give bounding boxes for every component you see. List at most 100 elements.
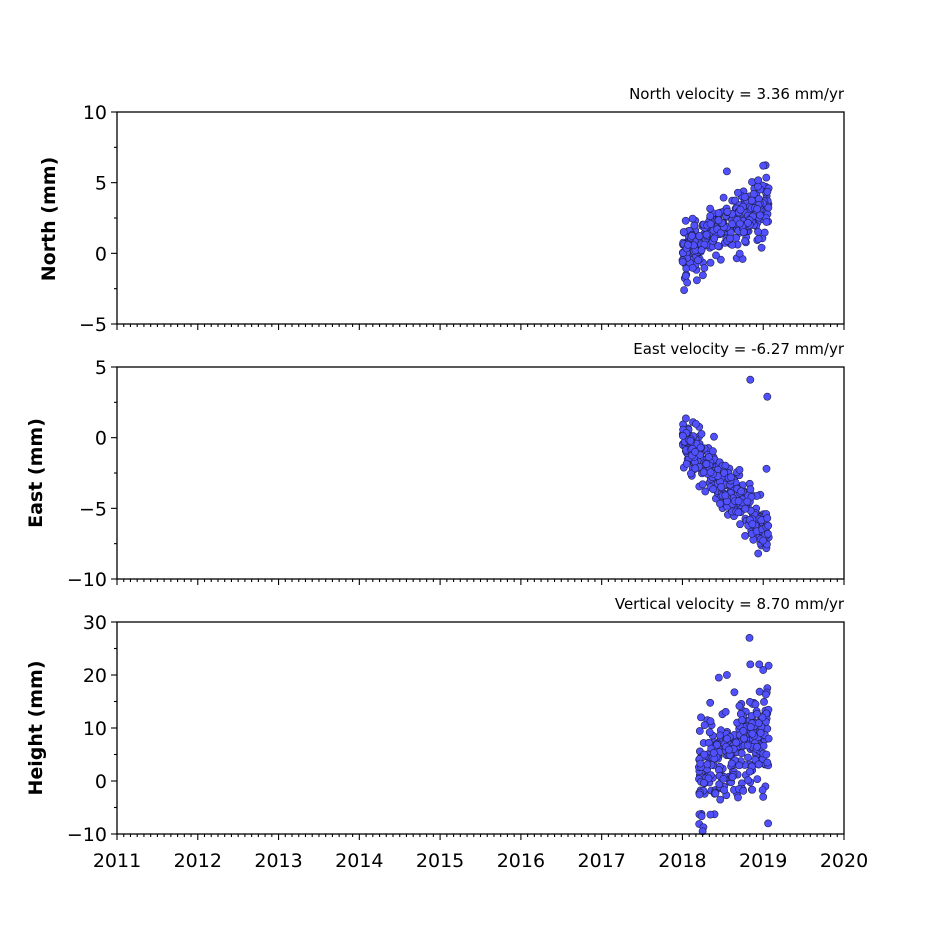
north-data-point: [681, 271, 690, 280]
height-data-point: [753, 742, 761, 751]
height-data-point: [746, 660, 755, 669]
east-data-point: [721, 491, 730, 500]
east-panel: East velocity = -6.27 mm/yr East (mm) −1…: [25, 340, 845, 591]
east-data-point: [762, 464, 771, 473]
east-data-point: [764, 529, 772, 538]
east-data-point: [759, 536, 768, 545]
height-data-point: [735, 761, 744, 770]
north-data-point: [688, 214, 697, 223]
north-data-point: [690, 221, 699, 230]
height-data-point: [762, 690, 770, 699]
height-data-point: [760, 698, 768, 706]
x-tick-label: 2014: [335, 850, 383, 872]
x-tick-label: 2015: [416, 850, 464, 872]
north-data-point: [763, 187, 772, 196]
east-ytick-label: −5: [79, 498, 107, 520]
east-data-point: [727, 473, 735, 482]
north-data-point: [719, 193, 728, 202]
height-data-point: [727, 759, 736, 768]
north-axes-frame: [116, 111, 845, 325]
height-data-point: [706, 717, 715, 726]
height-data-point: [738, 716, 746, 724]
height-panel: Vertical velocity = 8.70 mm/yr Height (m…: [25, 595, 845, 846]
height-ytick-label: 20: [83, 665, 107, 687]
height-data-point: [751, 700, 760, 709]
east-ytick-label: −10: [67, 569, 107, 591]
height-data-point: [706, 698, 715, 707]
north-data-point: [740, 193, 749, 201]
height-data-point: [723, 734, 731, 743]
height-data-point: [764, 819, 772, 828]
north-y-axis-label: North (mm): [38, 157, 60, 282]
north-data-point: [760, 228, 769, 237]
east-data-point: [709, 447, 717, 456]
east-data-point: [702, 460, 711, 468]
north-ytick-label: 5: [95, 173, 107, 195]
north-data-point: [759, 161, 768, 170]
east-data-point: [687, 469, 695, 478]
height-data-point: [740, 734, 748, 743]
height-data-point: [739, 787, 748, 795]
height-data-point: [744, 753, 752, 762]
east-data-point: [734, 497, 743, 506]
north-data-point: [706, 258, 715, 267]
east-data-point: [679, 431, 687, 440]
east-data-point: [705, 453, 713, 461]
height-data-point: [763, 758, 772, 767]
height-data-point: [700, 779, 708, 787]
height-data-point: [723, 671, 731, 679]
height-data-point: [754, 760, 763, 769]
height-data-point: [748, 785, 757, 794]
height-ticks: [111, 621, 845, 840]
east-data-point: [746, 375, 755, 384]
north-panel: North velocity = 3.36 mm/yr North (mm) −…: [38, 85, 845, 336]
height-data-point: [711, 789, 720, 798]
height-axes-frame: [116, 621, 845, 835]
north-data-point: [699, 271, 707, 280]
east-data-point: [720, 469, 729, 477]
north-data-point: [702, 230, 711, 239]
north-data-point: [764, 203, 773, 212]
north-data-point: [678, 257, 687, 266]
north-velocity-title: North velocity = 3.36 mm/yr: [629, 85, 845, 103]
east-data-point: [706, 468, 715, 477]
north-data-point: [736, 205, 745, 214]
vertical-velocity-title: Vertical velocity = 8.70 mm/yr: [615, 595, 845, 613]
east-data-point: [717, 483, 726, 491]
height-data-point: [715, 780, 724, 789]
height-data-point: [735, 702, 744, 710]
height-data-point: [754, 719, 763, 728]
north-data-point: [706, 212, 715, 220]
height-data-point: [705, 728, 714, 737]
north-data-point: [710, 234, 719, 243]
height-data-point: [759, 793, 768, 801]
east-data-point: [764, 521, 773, 530]
east-data-point: [763, 514, 772, 523]
north-data-point: [693, 276, 701, 285]
height-data-point: [732, 738, 741, 747]
north-data-point: [688, 263, 697, 272]
height-data-point: [739, 727, 748, 735]
north-data-point: [712, 251, 720, 260]
east-data-point: [682, 414, 690, 423]
x-tick-label: 2019: [739, 850, 787, 872]
east-data-point: [697, 429, 706, 438]
east-data-point: [698, 480, 707, 489]
north-data-point: [725, 234, 734, 243]
north-data-point: [679, 228, 688, 236]
east-data-point: [710, 432, 718, 441]
east-data-point: [741, 532, 749, 540]
height-data-point: [734, 793, 742, 802]
north-data-point: [706, 204, 714, 213]
north-data-point: [747, 196, 756, 205]
east-data-point: [734, 508, 743, 517]
east-data-point: [691, 464, 700, 473]
east-ytick-labels: −10 −5 0 5: [67, 357, 107, 591]
east-data-point: [746, 485, 755, 494]
east-data-point: [736, 520, 744, 529]
height-data-point: [720, 786, 728, 794]
north-data-point: [683, 278, 692, 287]
east-data-point: [696, 443, 705, 452]
height-data-point: [745, 767, 754, 776]
north-data-point: [757, 243, 766, 252]
